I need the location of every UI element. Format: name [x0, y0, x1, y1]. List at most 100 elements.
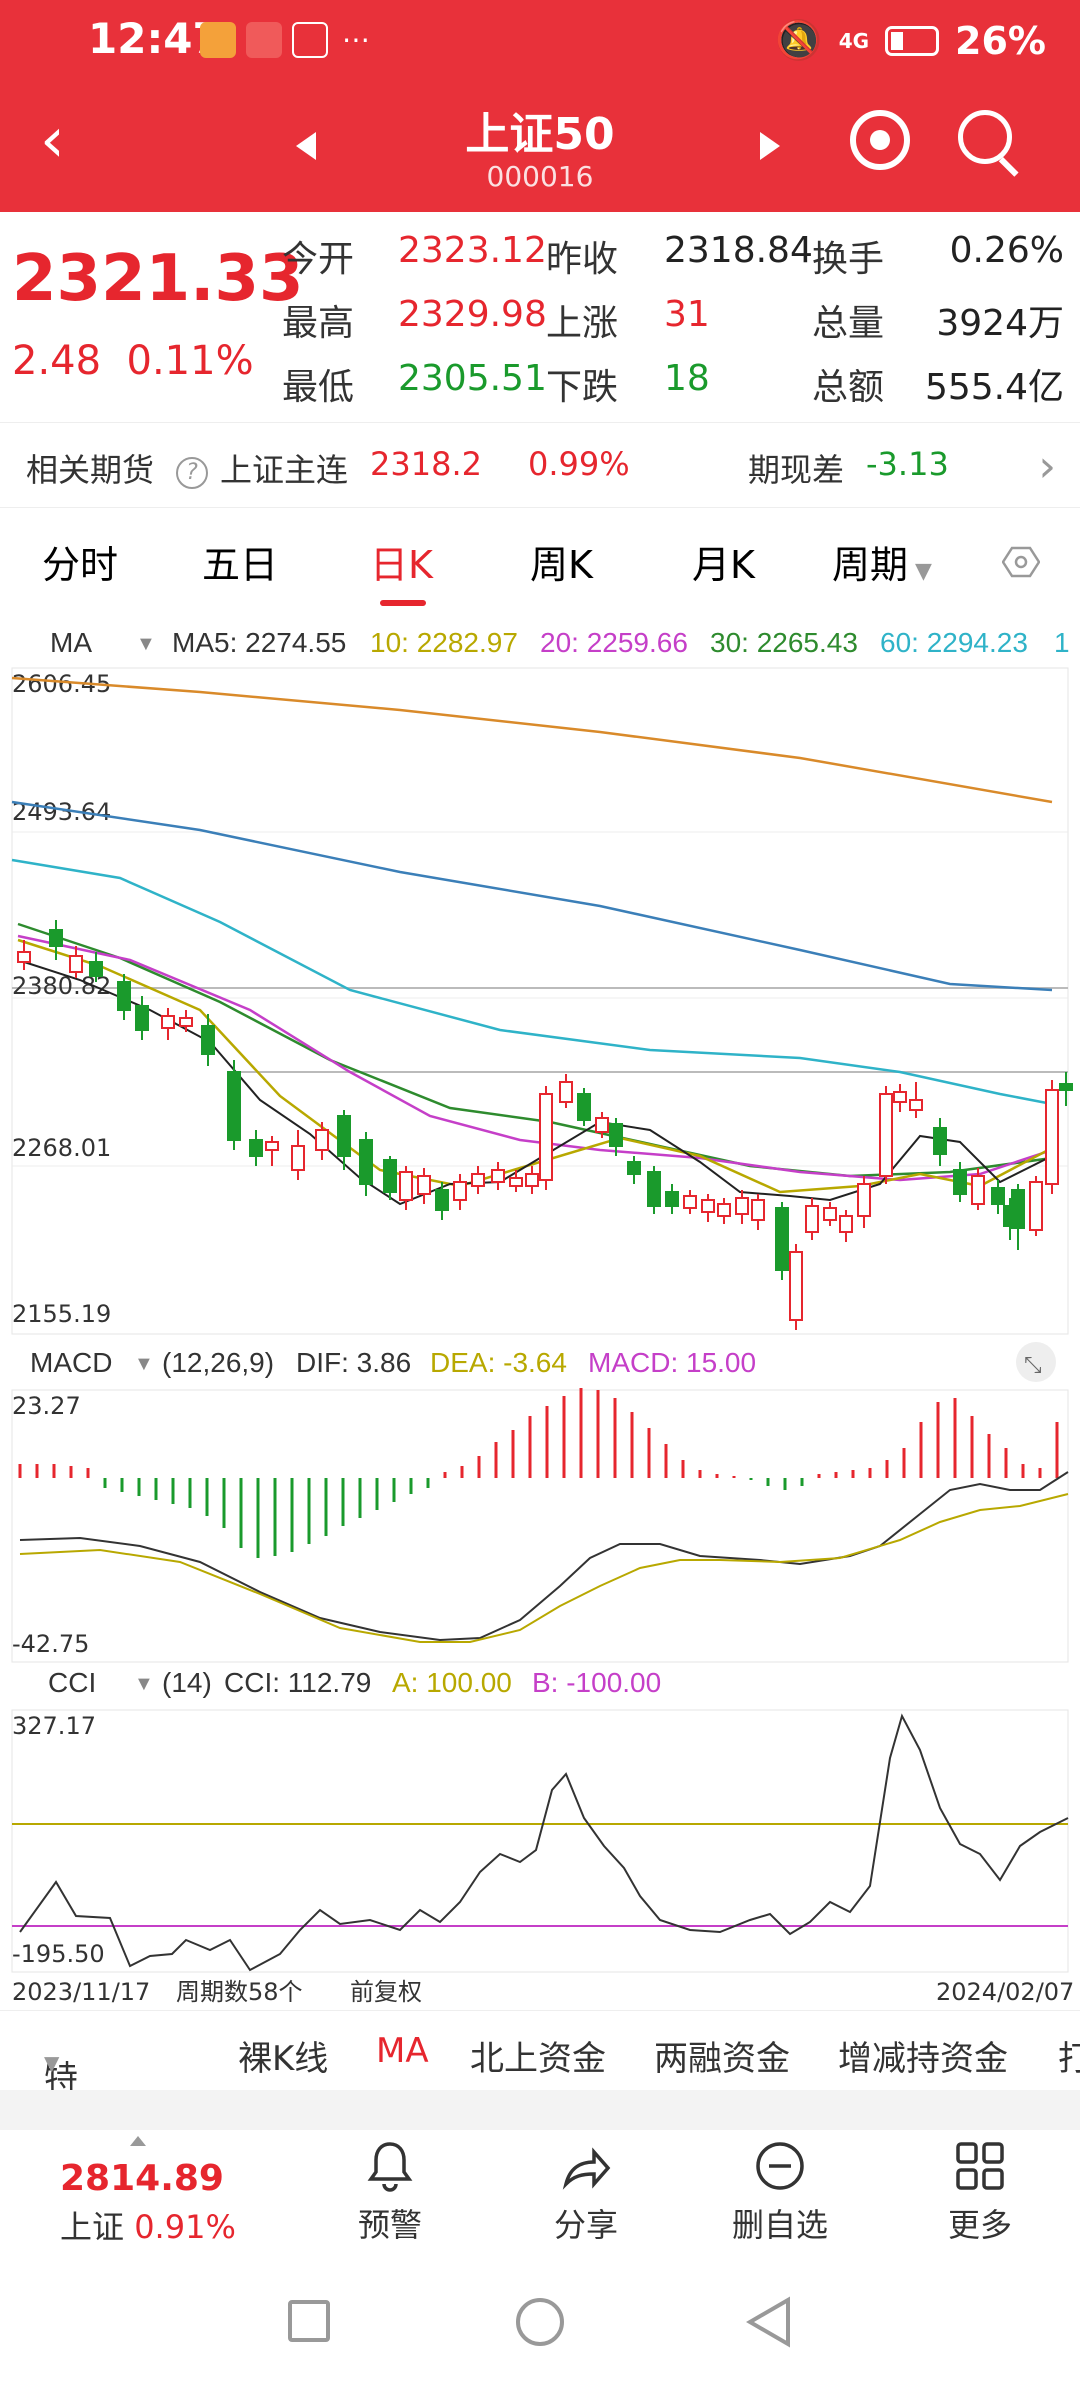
macd-label[interactable]: MACD: [30, 1347, 112, 1378]
tab-monthly-k[interactable]: 月K: [692, 543, 755, 587]
dropdown-icon[interactable]: ▼: [136, 633, 156, 655]
candle-body: [525, 1173, 539, 1187]
alert-button[interactable]: 预警: [340, 2140, 440, 2246]
candle-body: [665, 1191, 679, 1207]
divider: [0, 2090, 1080, 2130]
index-label[interactable]: 上证 0.91%: [60, 2208, 236, 2246]
candle-body: [933, 1127, 947, 1155]
kchart-frame: [11, 667, 1069, 1335]
ma-extra-value: 1: [1054, 627, 1070, 658]
candle-body: [435, 1189, 449, 1211]
chevron-right-icon[interactable]: ›: [1038, 441, 1056, 492]
dropdown-icon[interactable]: ▼: [134, 1353, 154, 1375]
chart-tabs: 分时 五日 日K 周K 月K 周期 ▼: [0, 508, 1080, 610]
prev-stock-icon[interactable]: [296, 132, 316, 160]
back-nav-icon[interactable]: [744, 2296, 794, 2348]
app-icon: ⋯: [342, 23, 370, 56]
ma20-value: 20: 2259.66: [540, 627, 688, 658]
tab-daily-k[interactable]: 日K: [370, 543, 433, 587]
candle-body: [595, 1117, 609, 1133]
quote-panel: 2321.33 2.48 0.11% 今开 2323.12 昨收 2318.84 换手 0…: [0, 212, 1080, 422]
cci-label[interactable]: CCI: [48, 1667, 96, 1698]
quote-label: 总额: [812, 367, 885, 408]
candle-body: [1059, 1083, 1073, 1091]
feature-bar: 特色 ▼ 裸K线 MA 北上资金 两融资金 增减持资金 打: [0, 2010, 1080, 2148]
adjust-mode[interactable]: 前复权: [350, 1978, 422, 2006]
next-stock-icon[interactable]: [760, 132, 780, 160]
candle-body: [49, 929, 63, 947]
back-icon[interactable]: ‹: [40, 103, 65, 176]
system-nav-bar: [0, 2260, 1080, 2400]
settings-hex-icon[interactable]: [1002, 546, 1040, 578]
ma60-value: 60: 2294.23: [880, 627, 1028, 658]
candle-body: [399, 1171, 413, 1201]
ma-line: [17, 922, 1053, 1178]
quote-label: 最低: [282, 367, 355, 408]
macd-dif: DIF: 3.86: [296, 1347, 411, 1378]
candle-body: [117, 981, 131, 1011]
candle-body: [1029, 1181, 1043, 1231]
futures-row[interactable]: 相关期货 ? 上证主连 2318.2 0.99% 期现差 -3.13 ›: [0, 422, 1080, 508]
recent-apps-icon[interactable]: [288, 2300, 330, 2342]
feature-margin[interactable]: 两融资金: [654, 2039, 790, 2079]
tab-five-day[interactable]: 五日: [202, 543, 279, 587]
tab-period[interactable]: 周期 ▼: [832, 543, 932, 587]
feature-ma[interactable]: MA: [376, 2031, 429, 2071]
candle-body: [647, 1171, 661, 1207]
quote-value: 2305.51: [398, 358, 547, 399]
home-icon[interactable]: [516, 2298, 564, 2346]
futures-pct: 0.99%: [528, 445, 630, 483]
cci-value: CCI: 112.79: [224, 1667, 371, 1698]
tab-weekly-k[interactable]: 周K: [530, 543, 593, 587]
search-icon[interactable]: [958, 110, 1019, 177]
price-change: 2.48 0.11%: [12, 338, 254, 384]
quote-label: 下跌: [546, 367, 619, 408]
ma-label[interactable]: MA: [50, 627, 92, 658]
candle-body: [909, 1099, 923, 1111]
index-value[interactable]: 2814.89: [60, 2158, 224, 2199]
feature-more[interactable]: 打: [1058, 2039, 1080, 2079]
feature-holding-change[interactable]: 增减持资金: [838, 2039, 1008, 2079]
assistant-icon[interactable]: [850, 110, 910, 170]
minus-circle-icon: [756, 2142, 804, 2190]
futures-value: 2318.2: [370, 445, 482, 483]
candle-body: [227, 1071, 241, 1141]
candle-body: [453, 1181, 467, 1201]
ma-line: [11, 858, 1053, 1106]
candle-body: [701, 1199, 715, 1213]
ma-line: [11, 800, 1053, 992]
quote-label: 昨收: [546, 239, 619, 280]
bell-icon: [367, 2142, 413, 2192]
candle-body: [249, 1139, 263, 1157]
status-bar: 12:47 ⋯ 🔕 4G 26%: [0, 0, 1080, 80]
share-icon: [562, 2147, 611, 2190]
share-button[interactable]: 分享: [536, 2140, 636, 2246]
candle-body: [265, 1141, 279, 1151]
candle-body: [315, 1129, 329, 1151]
cci-b: B: -100.00: [532, 1667, 661, 1698]
notification-icons: ⋯: [200, 22, 374, 58]
last-price: 2321.33: [12, 242, 304, 316]
remove-watchlist-button[interactable]: 删自选: [720, 2140, 840, 2246]
chart-area[interactable]: MA ▼ MA5: 2274.55 10: 2282.97 20: 2259.6…: [0, 610, 1080, 2010]
expand-icon[interactable]: [1016, 1342, 1056, 1382]
candle-body: [359, 1139, 373, 1185]
candle-body: [383, 1159, 397, 1193]
tab-intraday[interactable]: 分时: [42, 543, 119, 587]
candle-body: [879, 1093, 893, 1177]
quote-label: 上涨: [546, 303, 619, 344]
macd-bottom: -42.75: [12, 1630, 89, 1658]
candle-body: [839, 1215, 853, 1233]
axis-label: 2155.19: [12, 1300, 111, 1328]
quote-value: 0.26%: [949, 230, 1064, 271]
candle-body: [823, 1207, 837, 1221]
dropdown-icon[interactable]: ▼: [134, 1673, 154, 1695]
quote-value: 18: [664, 358, 710, 399]
ma-line: [17, 959, 1053, 1206]
more-button[interactable]: 更多: [930, 2140, 1030, 2246]
candle-body: [471, 1173, 485, 1187]
help-icon[interactable]: ?: [176, 449, 208, 489]
end-date: 2024/02/07: [936, 1978, 1074, 2006]
feature-northbound[interactable]: 北上资金: [470, 2039, 606, 2079]
feature-naked-k[interactable]: 裸K线: [238, 2039, 329, 2079]
